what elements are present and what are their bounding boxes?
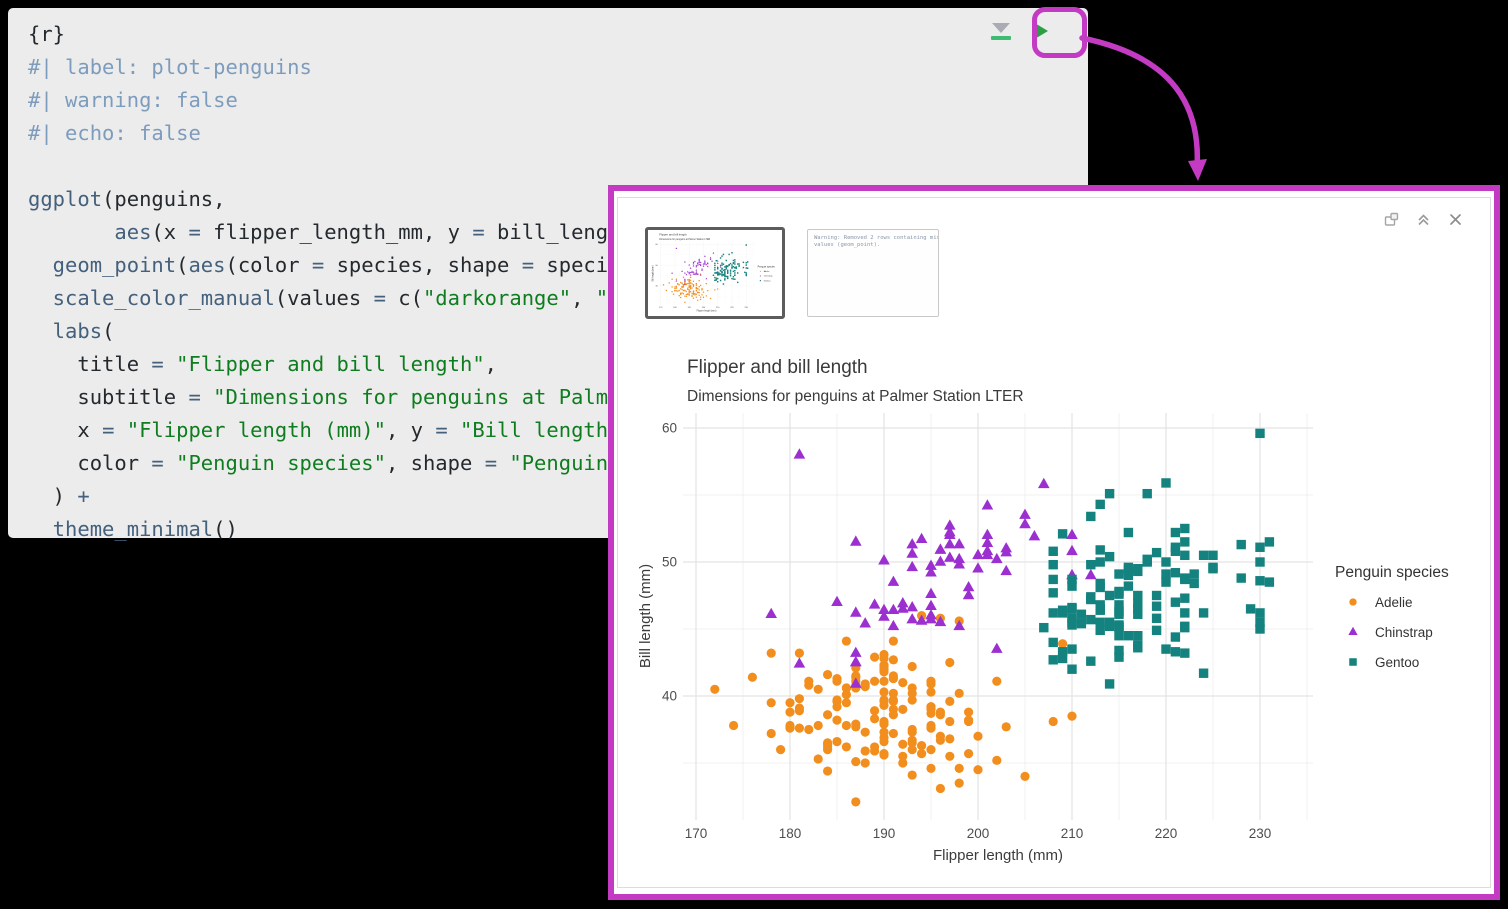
output-thumbnail-plot[interactable]: 170 180 190 200 210 220 230 40 50 60 Flipper lengt… (645, 227, 785, 319)
code-line: {r} (28, 22, 66, 46)
collapse-output-icon[interactable] (1415, 211, 1432, 228)
svg-text:Bill length (mm): Bill length (mm) (652, 265, 655, 281)
code-line (28, 150, 1078, 183)
svg-text:210: 210 (716, 307, 720, 309)
penguins-scatter-plot: 170 180 190 200 210 220 230 40 50 60 Flipper lengt… (619, 343, 1489, 883)
svg-text:50: 50 (656, 265, 659, 267)
svg-text:40: 40 (662, 689, 677, 704)
code-line: title = "Flipper and bill length", (28, 352, 498, 376)
svg-text:60: 60 (662, 421, 677, 436)
svg-text:180: 180 (673, 307, 677, 309)
svg-text:60: 60 (656, 244, 659, 246)
green-bar-glyph (991, 35, 1011, 40)
svg-text:170: 170 (659, 307, 663, 309)
svg-text:230: 230 (1249, 826, 1272, 841)
warning-text: Warning: Removed 2 rows containing missi… (814, 235, 939, 248)
svg-text:Flipper length (mm): Flipper length (mm) (933, 847, 1063, 864)
code-line: ) + (28, 484, 90, 508)
code-line: color = "Penguin species", shape = "Peng… (28, 451, 719, 475)
svg-text:Penguin species: Penguin species (758, 265, 776, 268)
chunk-output-panel: 170 180 190 200 210 220 230 40 50 60 Flipper lengt… (608, 185, 1500, 900)
code-line: #| warning: false (28, 88, 238, 112)
svg-text:Flipper length (mm): Flipper length (mm) (697, 309, 717, 312)
svg-text:190: 190 (873, 826, 896, 841)
run-all-chunks-above-icon[interactable] (991, 22, 1011, 40)
output-panel-controls (1383, 211, 1464, 228)
svg-text:40: 40 (656, 286, 659, 288)
svg-text:Adelie: Adelie (1375, 595, 1413, 610)
svg-text:Gentoo: Gentoo (1375, 655, 1419, 670)
highlight-ring (1032, 7, 1087, 58)
code-editor-text[interactable]: {r} #| label: plot-penguins #| warning: fa… (28, 18, 1078, 546)
svg-text:220: 220 (730, 307, 734, 309)
code-line: geom_point(aes(color = species, shape = … (28, 253, 683, 277)
svg-text:220: 220 (1155, 826, 1178, 841)
code-line: #| label: plot-penguins (28, 55, 312, 79)
open-in-new-window-icon[interactable] (1383, 211, 1400, 228)
close-output-icon[interactable] (1447, 211, 1464, 228)
svg-text:Flipper and bill length: Flipper and bill length (687, 357, 868, 378)
triangle-down-glyph (992, 22, 1010, 33)
svg-text:180: 180 (779, 826, 802, 841)
svg-text:50: 50 (662, 555, 677, 570)
svg-text:Chinstrap: Chinstrap (764, 275, 774, 278)
svg-text:Gentoo: Gentoo (764, 279, 772, 282)
code-line: theme_minimal() (28, 517, 238, 541)
svg-text:210: 210 (1061, 826, 1084, 841)
svg-text:Bill length (mm): Bill length (mm) (637, 564, 654, 668)
code-line: ggplot(penguins, (28, 187, 226, 211)
svg-text:Dimensions for penguins at Pal: Dimensions for penguins at Palmer Statio… (687, 388, 1024, 405)
svg-text:230: 230 (745, 307, 749, 309)
code-line: labs( (28, 319, 115, 343)
svg-text:Adelie: Adelie (764, 270, 771, 273)
svg-text:200: 200 (702, 307, 706, 309)
code-line: #| echo: false (28, 121, 201, 145)
output-viewer: 170 180 190 200 210 220 230 40 50 60 Flipper lengt… (617, 197, 1491, 888)
svg-text:200: 200 (967, 826, 990, 841)
plot-thumbnail-image: 170 180 190 200 210 220 230 40 50 60 Flipper lengt… (649, 231, 781, 315)
svg-text:Chinstrap: Chinstrap (1375, 625, 1433, 640)
svg-text:190: 190 (688, 307, 692, 309)
svg-text:Penguin species: Penguin species (1335, 564, 1449, 581)
svg-text:Flipper and bill length: Flipper and bill length (659, 233, 687, 237)
svg-text:170: 170 (685, 826, 708, 841)
svg-text:Dimensions for penguins at Pal: Dimensions for penguins at Palmer Statio… (659, 238, 710, 241)
output-thumbnail-warning[interactable]: Warning: Removed 2 rows containing missi… (807, 229, 939, 317)
